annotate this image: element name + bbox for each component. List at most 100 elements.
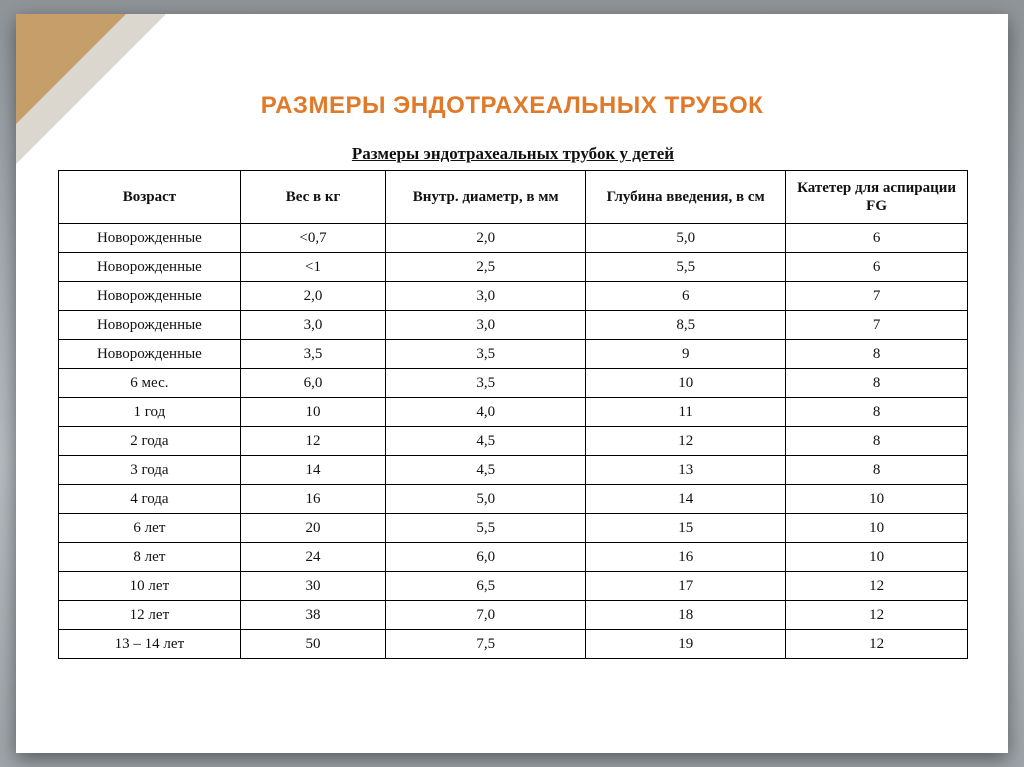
table-cell: 6,5 (386, 572, 586, 601)
table-cell: 8 (786, 340, 968, 369)
table-cell: 5,0 (586, 224, 786, 253)
table-cell: 10 (240, 398, 385, 427)
table-cell: 5,5 (586, 253, 786, 282)
table-row: Новорожденные<0,72,05,06 (59, 224, 968, 253)
table-cell: <1 (240, 253, 385, 282)
table-cell: 6 (786, 253, 968, 282)
table-row: 6 мес.6,03,5108 (59, 369, 968, 398)
table-cell: 20 (240, 514, 385, 543)
table-cell: 3 года (59, 456, 241, 485)
table-cell: 6,0 (240, 369, 385, 398)
header-age: Возраст (59, 171, 241, 224)
table-cell: 10 лет (59, 572, 241, 601)
table-cell: 8,5 (586, 311, 786, 340)
table-cell: 2 года (59, 427, 241, 456)
table-cell: <0,7 (240, 224, 385, 253)
stage: РАЗМЕРЫ ЭНДОТРАХЕАЛЬНЫХ ТРУБОК Размеры э… (0, 0, 1024, 767)
header-diameter: Внутр. диаметр, в мм (386, 171, 586, 224)
table-cell: 1 год (59, 398, 241, 427)
table-cell: 10 (786, 543, 968, 572)
table-cell: 17 (586, 572, 786, 601)
table-row: 2 года124,5128 (59, 427, 968, 456)
table-cell: 50 (240, 630, 385, 659)
table-cell: 5,5 (386, 514, 586, 543)
table-cell: 12 лет (59, 601, 241, 630)
table-cell: 19 (586, 630, 786, 659)
table-cell: 7,5 (386, 630, 586, 659)
table-cell: 16 (240, 485, 385, 514)
table-cell: 8 (786, 427, 968, 456)
header-catheter: Катетер для аспирации FG (786, 171, 968, 224)
table-cell: 5,0 (386, 485, 586, 514)
table-cell: 4 года (59, 485, 241, 514)
table-cell: 2,5 (386, 253, 586, 282)
table-cell: 18 (586, 601, 786, 630)
table-cell: 13 – 14 лет (59, 630, 241, 659)
table-row: 3 года144,5138 (59, 456, 968, 485)
table-cell: 15 (586, 514, 786, 543)
table-cell: 8 (786, 398, 968, 427)
table-row: Новорожденные2,03,067 (59, 282, 968, 311)
table-row: Новорожденные3,53,598 (59, 340, 968, 369)
table-head: Возраст Вес в кг Внутр. диаметр, в мм Гл… (59, 171, 968, 224)
table-cell: 12 (586, 427, 786, 456)
slide: РАЗМЕРЫ ЭНДОТРАХЕАЛЬНЫХ ТРУБОК Размеры э… (16, 14, 1008, 753)
table-cell: 2,0 (240, 282, 385, 311)
table-cell: 12 (786, 630, 968, 659)
table-cell: 7 (786, 311, 968, 340)
table-row: 13 – 14 лет507,51912 (59, 630, 968, 659)
table-cell: Новорожденные (59, 253, 241, 282)
table-cell: 8 (786, 456, 968, 485)
table-cell: Новорожденные (59, 311, 241, 340)
data-table: Возраст Вес в кг Внутр. диаметр, в мм Гл… (58, 170, 968, 659)
table-cell: Новорожденные (59, 340, 241, 369)
table-cell: 14 (586, 485, 786, 514)
table-body: Новорожденные<0,72,05,06Новорожденные<12… (59, 224, 968, 659)
table-cell: 14 (240, 456, 385, 485)
table-cell: 6 (586, 282, 786, 311)
table-cell: 24 (240, 543, 385, 572)
table-cell: 8 лет (59, 543, 241, 572)
table-row: 10 лет306,51712 (59, 572, 968, 601)
table-cell: 7,0 (386, 601, 586, 630)
table-cell: 13 (586, 456, 786, 485)
header-weight: Вес в кг (240, 171, 385, 224)
table-cell: 3,0 (386, 282, 586, 311)
table-cell: 4,5 (386, 456, 586, 485)
table-cell: 2,0 (386, 224, 586, 253)
table-cell: 38 (240, 601, 385, 630)
table-row: 4 года165,01410 (59, 485, 968, 514)
table-container: Размеры эндотрахеальных трубок у детей В… (58, 144, 968, 659)
table-row: 6 лет205,51510 (59, 514, 968, 543)
table-row: 8 лет246,01610 (59, 543, 968, 572)
table-caption: Размеры эндотрахеальных трубок у детей (58, 144, 968, 164)
table-cell: 6 мес. (59, 369, 241, 398)
table-cell: 3,0 (240, 311, 385, 340)
table-cell: 16 (586, 543, 786, 572)
table-cell: 7 (786, 282, 968, 311)
table-cell: 3,5 (386, 369, 586, 398)
table-cell: 12 (786, 572, 968, 601)
table-cell: 10 (586, 369, 786, 398)
table-cell: 6 лет (59, 514, 241, 543)
table-cell: 4,5 (386, 427, 586, 456)
table-cell: 6 (786, 224, 968, 253)
table-cell: 12 (786, 601, 968, 630)
table-cell: 4,0 (386, 398, 586, 427)
header-depth: Глубина введения, в см (586, 171, 786, 224)
table-cell: 3,0 (386, 311, 586, 340)
header-row: Возраст Вес в кг Внутр. диаметр, в мм Гл… (59, 171, 968, 224)
table-cell: Новорожденные (59, 224, 241, 253)
table-cell: 10 (786, 514, 968, 543)
table-row: 1 год104,0118 (59, 398, 968, 427)
table-cell: 11 (586, 398, 786, 427)
table-cell: 9 (586, 340, 786, 369)
table-cell: 3,5 (240, 340, 385, 369)
table-cell: 10 (786, 485, 968, 514)
slide-title: РАЗМЕРЫ ЭНДОТРАХЕАЛЬНЫХ ТРУБОК (16, 92, 1008, 120)
table-cell: 30 (240, 572, 385, 601)
table-row: 12 лет387,01812 (59, 601, 968, 630)
table-row: Новорожденные3,03,08,57 (59, 311, 968, 340)
table-cell: 3,5 (386, 340, 586, 369)
table-cell: 12 (240, 427, 385, 456)
